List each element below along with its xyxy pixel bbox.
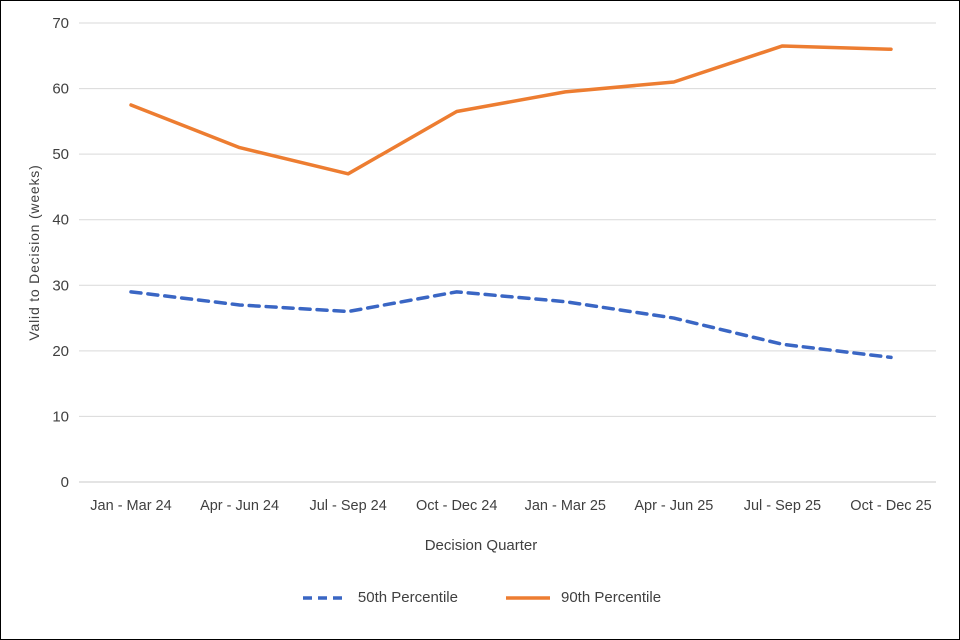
- legend-label: 50th Percentile: [357, 589, 458, 606]
- series-line-50th-percentile: [129, 290, 893, 360]
- y-tick-label: 30: [52, 277, 69, 294]
- chart-legend: 50th Percentile 90th Percentile: [1, 589, 959, 606]
- series-line-90th-percentile: [129, 44, 893, 176]
- y-tick-label: 0: [61, 474, 69, 491]
- x-tick-label: Jan - Mar 25: [525, 498, 606, 514]
- y-tick-label: 60: [52, 81, 69, 98]
- y-tick-label: 70: [52, 15, 69, 32]
- x-tick-label: Jul - Sep 24: [309, 498, 386, 514]
- y-tick-label: 10: [52, 408, 69, 425]
- legend-dashed-line-icon: [302, 595, 347, 600]
- y-tick-label: 50: [52, 146, 69, 163]
- y-axis-title: Valid to Decision (weeks): [26, 164, 42, 340]
- x-tick-label: Jul - Sep 25: [744, 498, 821, 514]
- y-tick-label: 20: [52, 343, 69, 360]
- legend-item-90th-percentile: 90th Percentile: [504, 589, 661, 606]
- x-tick-label: Jan - Mar 24: [90, 498, 171, 514]
- x-tick-label: Oct - Dec 25: [850, 498, 931, 514]
- x-tick-label: Oct - Dec 24: [416, 498, 497, 514]
- x-tick-label: Apr - Jun 25: [634, 498, 713, 514]
- legend-solid-line-icon: [506, 595, 550, 600]
- x-axis-title: Decision Quarter: [424, 537, 538, 554]
- x-tick-label: Apr - Jun 24: [200, 498, 279, 514]
- line-chart: 0 10 20 30 40 50 60 70 Jan - Mar 24 Apr - Jun 24 J…: [26, 15, 936, 514]
- legend-item-50th-percentile: 50th Percentile: [301, 589, 458, 606]
- y-tick-label: 40: [52, 212, 69, 229]
- legend-label: 90th Percentile: [561, 589, 662, 606]
